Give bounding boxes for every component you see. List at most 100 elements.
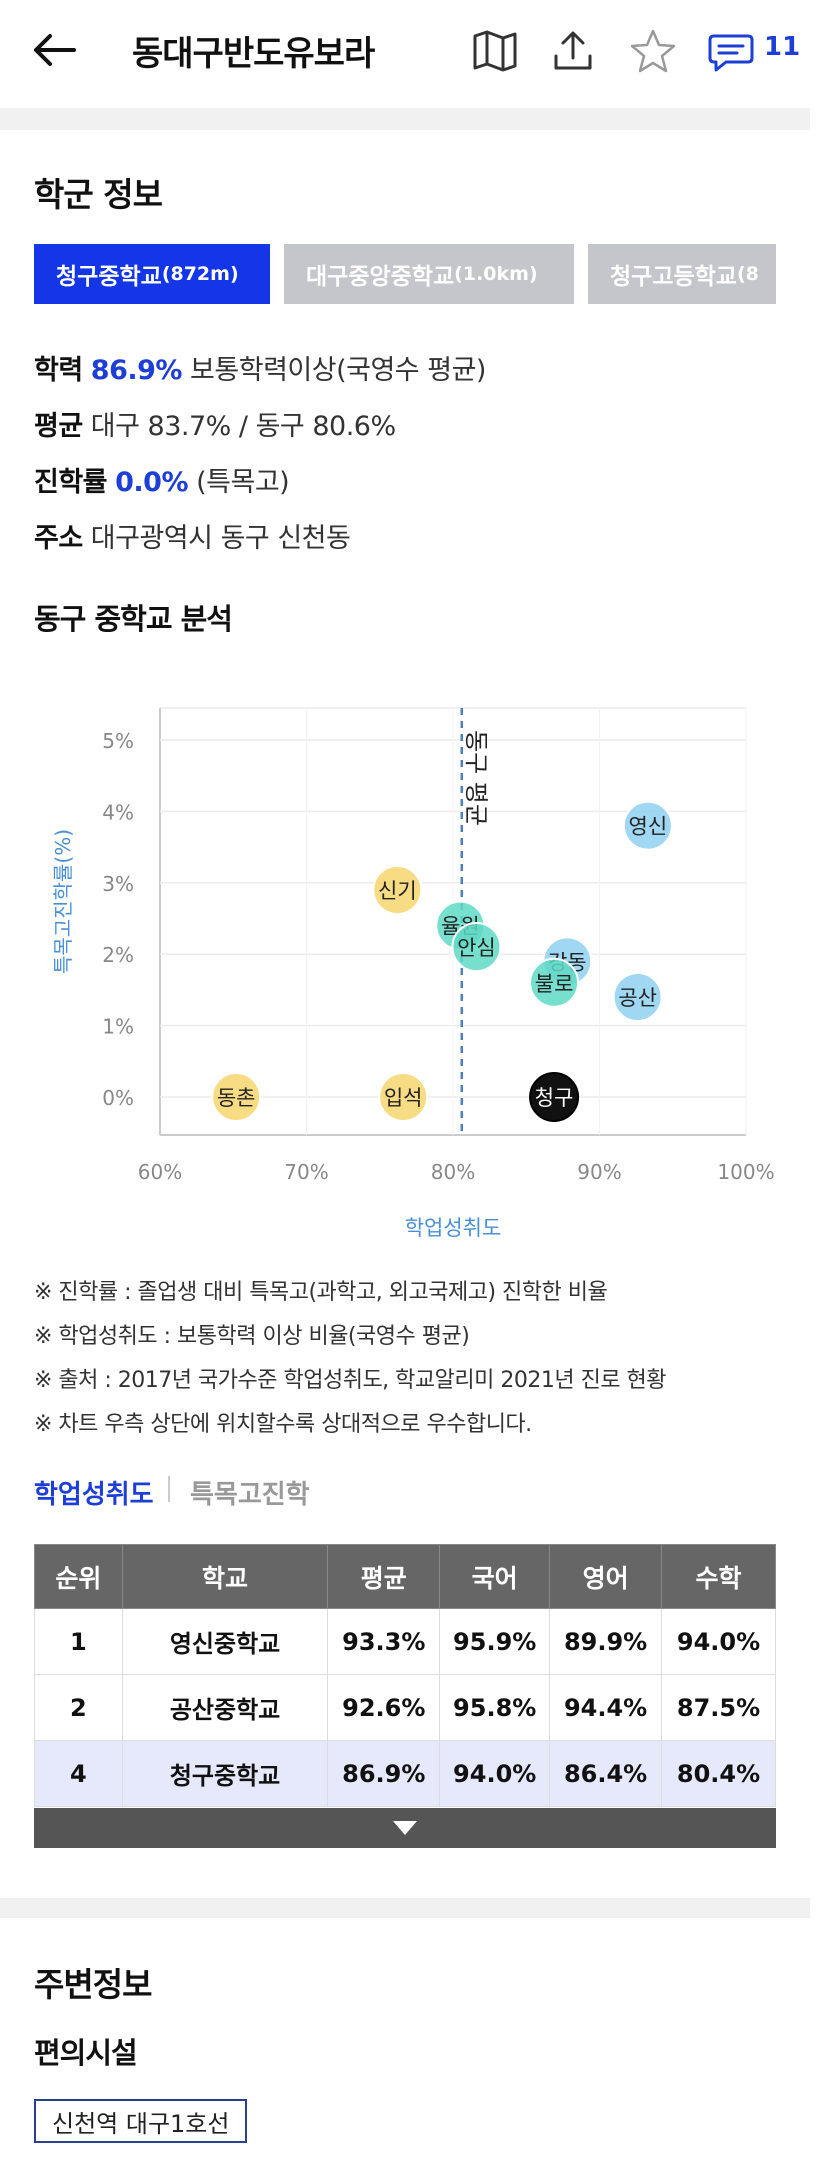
average-label: 평균 — [34, 411, 83, 442]
y-tick-label: 5% — [102, 729, 134, 753]
comment-count: 11 — [764, 32, 801, 62]
comment-icon[interactable] — [706, 26, 756, 76]
data-point — [451, 922, 502, 973]
y-tick-label: 2% — [102, 943, 134, 967]
header-english: 영어 — [549, 1544, 663, 1609]
cell-math: 80.4% — [661, 1740, 776, 1807]
page-title: 동대구반도유보라 — [132, 34, 375, 74]
data-point-label: 공산 — [618, 986, 657, 1010]
progress-value: 0.0% — [115, 467, 189, 498]
cell-english: 94.4% — [549, 1674, 663, 1741]
cell-korean: 95.8% — [439, 1674, 551, 1741]
academic-value: 86.9% — [90, 355, 183, 386]
tab-school-2-name: 대구중앙중학교 — [306, 264, 455, 290]
progress-label: 진학률 — [34, 467, 108, 498]
data-point-label: 동촌 — [217, 1086, 256, 1110]
y-tick-label: 0% — [102, 1086, 134, 1110]
average-value: 대구 83.7% / 동구 80.6% — [90, 411, 396, 442]
back-arrow-icon[interactable] — [30, 28, 78, 72]
cell-rank: 4 — [34, 1740, 123, 1807]
data-point — [529, 957, 580, 1008]
note-4: ※ 차트 우측 상단에 위치할수록 상대적으로 우수합니다. — [34, 1412, 532, 1437]
toggle-academic[interactable]: 학업성취도 — [34, 1480, 154, 1510]
cell-rank: 1 — [34, 1608, 123, 1675]
toggle-divider — [168, 1476, 170, 1502]
academic-label: 학력 — [34, 355, 83, 386]
scatter-chart: 0% 1% 2% 3% 4% 5% 60% 70% 80% 90% 100% 학업성취도 특목고진학률(… — [51, 707, 775, 1240]
data-point — [372, 864, 423, 915]
x-tick-label: 80% — [431, 1160, 475, 1184]
x-tick-label: 60% — [138, 1160, 182, 1184]
data-point — [612, 972, 663, 1023]
x-tick-label: 90% — [577, 1160, 621, 1184]
x-axis-label: 학업성취도 — [405, 1216, 502, 1240]
school-section-title: 학군 정보 — [34, 175, 163, 214]
analysis-title: 동구 중학교 분석 — [34, 602, 233, 636]
cell-school: 공산중학교 — [121, 1674, 329, 1741]
progress-desc: (특목고) — [196, 467, 290, 498]
cell-rank: 2 — [34, 1674, 123, 1741]
cell-average: 86.9% — [327, 1740, 441, 1807]
data-point-label: 입석 — [384, 1086, 423, 1110]
header-school: 학교 — [121, 1544, 329, 1609]
map-book-icon[interactable] — [470, 26, 520, 76]
cell-english: 86.4% — [549, 1740, 663, 1807]
data-point-label: 신기 — [378, 879, 417, 903]
tab-school-3[interactable]: 청구고등학교 (8 — [588, 244, 776, 304]
address-info: 주소 대구광역시 동구 신천동 — [34, 516, 351, 555]
header-math: 수학 — [661, 1544, 776, 1609]
cell-korean: 94.0% — [439, 1740, 551, 1807]
cell-average: 92.6% — [327, 1674, 441, 1741]
tab-school-1-dist: (872m) — [161, 263, 239, 285]
nearby-section-title: 주변정보 — [34, 1965, 152, 2004]
table-row-current-school[interactable]: 4 청구중학교 86.9% 94.0% 86.4% 80.4% — [34, 1740, 776, 1807]
share-icon[interactable] — [548, 26, 598, 76]
nearby-station-chip[interactable]: 신천역 대구1호선 — [34, 2099, 248, 2143]
table-expand-button[interactable] — [34, 1808, 776, 1848]
header-average: 평균 — [327, 1544, 441, 1609]
note-1: ※ 진학률 : 졸업생 대비 특목고(과학고, 외고국제고) 진학한 비율 — [34, 1280, 608, 1305]
table-header-row: 순위 학교 평균 국어 영어 수학 — [34, 1544, 776, 1609]
header-korean: 국어 — [439, 1544, 551, 1609]
toggle-special-school[interactable]: 특목고진학 — [190, 1480, 310, 1510]
data-point-label: 영신 — [629, 815, 668, 839]
cell-school: 청구중학교 — [121, 1740, 329, 1807]
cell-school: 영신중학교 — [121, 1608, 329, 1675]
data-point — [622, 800, 673, 851]
note-3: ※ 출처 : 2017년 국가수준 학업성취도, 학교알리미 2021년 진로 … — [34, 1368, 667, 1393]
cell-average: 93.3% — [327, 1608, 441, 1675]
address-value: 대구광역시 동구 신천동 — [90, 523, 351, 554]
average-line-label: 동구 평균 — [462, 730, 490, 826]
caret-down-icon — [393, 1821, 417, 1835]
tab-school-3-dist: (8 — [736, 263, 759, 285]
cell-korean: 95.9% — [439, 1608, 551, 1675]
star-icon[interactable] — [628, 26, 678, 76]
table-row[interactable]: 1 영신중학교 93.3% 95.9% 89.9% 94.0% — [34, 1608, 776, 1675]
y-tick-label: 4% — [102, 800, 134, 824]
section-divider — [0, 108, 810, 130]
academic-desc: 보통학력이상(국영수 평균) — [190, 355, 486, 386]
ranking-table: 순위 학교 평균 국어 영어 수학 1 영신중학교 93.3% 95.9% 89… — [34, 1544, 776, 1807]
tab-school-2-dist: (1.0km) — [454, 263, 538, 285]
cell-math: 94.0% — [661, 1608, 776, 1675]
cell-english: 89.9% — [549, 1608, 663, 1675]
tab-school-1[interactable]: 청구중학교 (872m) — [34, 244, 270, 304]
section-divider — [0, 1898, 810, 1918]
y-tick-label: 3% — [102, 872, 134, 896]
data-point-label: 청구 — [535, 1086, 574, 1110]
data-point-label: 불로 — [535, 972, 574, 996]
academic-info: 학력 86.9% 보통학력이상(국영수 평균) — [34, 348, 486, 387]
table-row[interactable]: 2 공산중학교 92.6% 95.8% 94.4% 87.5% — [34, 1674, 776, 1741]
tab-school-3-name: 청구고등학교 — [610, 264, 737, 290]
note-2: ※ 학업성취도 : 보통학력 이상 비율(국영수 평균) — [34, 1324, 470, 1349]
progress-info: 진학률 0.0% (특목고) — [34, 460, 290, 499]
tab-school-1-name: 청구중학교 — [56, 264, 162, 290]
x-tick-label: 70% — [284, 1160, 328, 1184]
tab-school-2[interactable]: 대구중앙중학교 (1.0km) — [284, 244, 574, 304]
data-point — [378, 1072, 429, 1122]
x-tick-label: 100% — [717, 1160, 774, 1184]
header-rank: 순위 — [34, 1544, 123, 1609]
top-app-bar: 동대구반도유보라 11 — [0, 0, 827, 100]
address-label: 주소 — [34, 523, 83, 554]
data-point-label: 안심 — [457, 936, 496, 960]
